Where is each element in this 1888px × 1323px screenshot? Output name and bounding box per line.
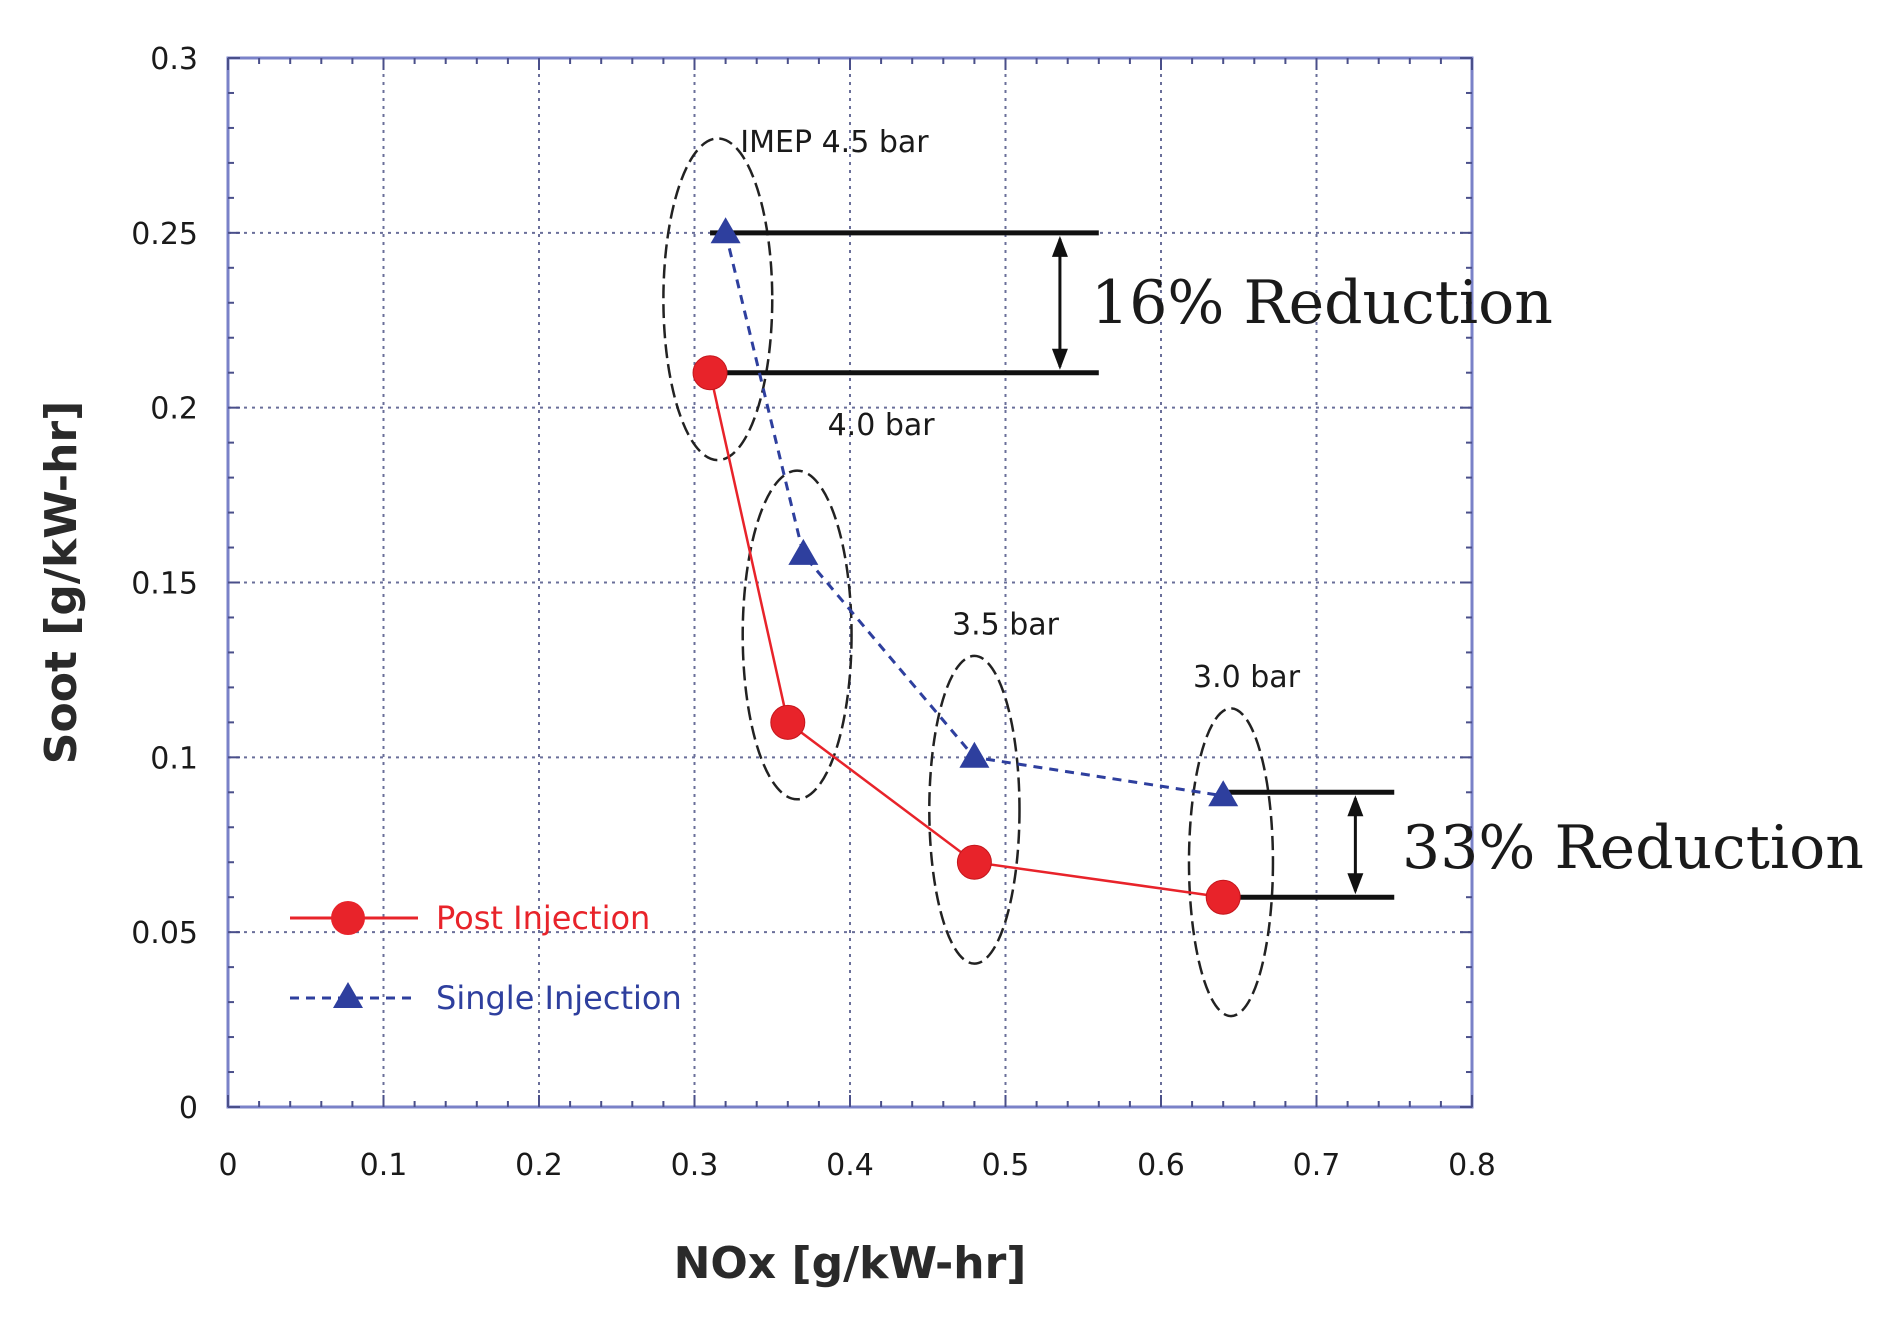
x-tick-label: 0.5 bbox=[982, 1148, 1030, 1183]
y-tick-label: 0.2 bbox=[150, 392, 198, 427]
imep-group-label: 3.0 bar bbox=[1193, 660, 1301, 695]
tick-labels: 0 0.1 0.2 0.3 0.4 0.5 0.6 0.7 0.8 0 0.05 0.1 0.15 0.2… bbox=[131, 42, 1496, 1183]
reduction-label: 33% Reduction bbox=[1402, 813, 1864, 883]
reduction-arrow-head-down bbox=[1051, 348, 1068, 370]
group-labels: IMEP 4.5 bar 4.0 bar 3.5 bar 3.0 bar bbox=[740, 125, 1300, 695]
y-tick-label: 0.15 bbox=[131, 567, 198, 602]
imep-group-label: 4.0 bar bbox=[828, 408, 936, 443]
y-tick-label: 0 bbox=[179, 1091, 198, 1126]
reduction-arrow-head-down bbox=[1347, 873, 1364, 895]
x-tick-label: 0.4 bbox=[826, 1148, 874, 1183]
legend: Post Injection Single Injection bbox=[290, 899, 682, 1017]
series bbox=[692, 217, 1241, 915]
reduction-arrow-head-up bbox=[1347, 795, 1364, 817]
x-tick-label: 0.3 bbox=[671, 1148, 719, 1183]
group-ellipse bbox=[928, 654, 1021, 965]
x-tick-label: 0.7 bbox=[1293, 1148, 1341, 1183]
data-point-single-injection bbox=[710, 217, 741, 244]
x-tick-label: 0.2 bbox=[515, 1148, 563, 1183]
legend-label: Post Injection bbox=[436, 899, 650, 937]
data-point-single-injection bbox=[1208, 780, 1239, 807]
imep-group-label: IMEP 4.5 bar bbox=[740, 125, 929, 160]
y-tick-label: 0.1 bbox=[150, 741, 198, 776]
reduction-annotations: 16% Reduction 33% Reduction bbox=[710, 230, 1864, 900]
x-tick-label: 0.6 bbox=[1137, 1148, 1185, 1183]
data-point-post-injection bbox=[1205, 879, 1241, 915]
grid bbox=[228, 58, 1472, 1107]
y-axis-title: Soot [g/kW-hr] bbox=[36, 401, 87, 764]
x-axis-title: NOx [g/kW-hr] bbox=[674, 1238, 1027, 1289]
data-point-single-injection bbox=[959, 741, 990, 768]
y-tick-label: 0.05 bbox=[131, 916, 198, 951]
x-tick-label: 0 bbox=[218, 1148, 237, 1183]
data-point-post-injection bbox=[956, 844, 992, 880]
y-tick-label: 0.3 bbox=[150, 42, 198, 77]
group-ellipse bbox=[662, 137, 774, 462]
data-point-post-injection bbox=[692, 355, 728, 391]
group-ellipse bbox=[741, 469, 853, 801]
data-point-single-injection bbox=[788, 538, 819, 565]
series-line bbox=[708, 372, 1224, 899]
legend-label: Single Injection bbox=[436, 979, 682, 1017]
group-ellipse bbox=[1187, 707, 1275, 1018]
x-tick-label: 0.8 bbox=[1448, 1148, 1496, 1183]
data-point-post-injection bbox=[770, 704, 806, 740]
legend-marker-triangle bbox=[333, 982, 363, 1008]
reduction-label: 16% Reduction bbox=[1091, 268, 1553, 338]
x-tick-label: 0.1 bbox=[360, 1148, 408, 1183]
legend-marker-circle bbox=[331, 901, 365, 935]
group-ellipses bbox=[662, 137, 1275, 1018]
reduction-arrow-head-up bbox=[1051, 235, 1068, 257]
series-line bbox=[724, 232, 1224, 798]
imep-group-label: 3.5 bar bbox=[952, 607, 1060, 642]
y-tick-label: 0.25 bbox=[131, 217, 198, 252]
axis-ticks bbox=[227, 57, 1473, 1108]
